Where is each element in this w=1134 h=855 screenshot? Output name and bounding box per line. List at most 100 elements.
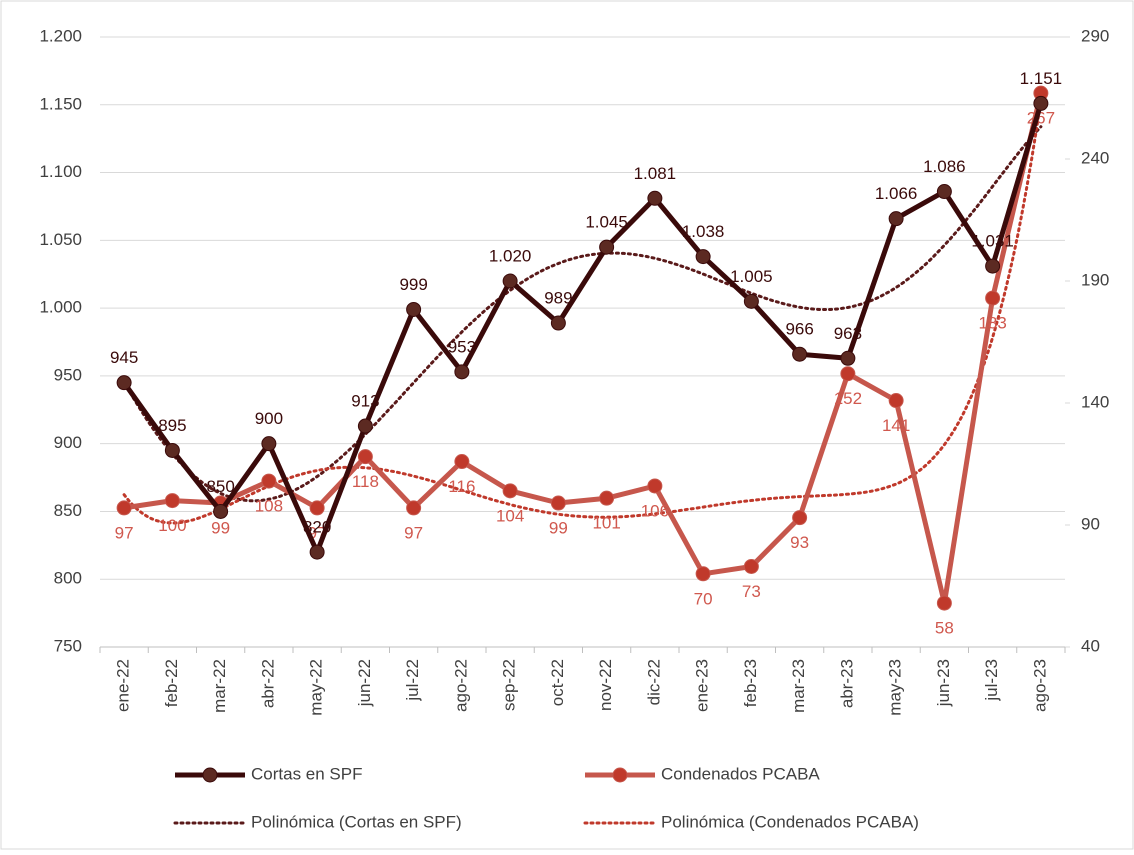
x-tick-label: oct-22 <box>548 659 567 706</box>
data-label: 118 <box>352 472 379 491</box>
data-label: 953 <box>448 337 476 356</box>
data-label: 70 <box>694 589 713 608</box>
data-label: 945 <box>110 348 138 367</box>
y-tick-label: 800 <box>54 569 82 588</box>
x-tick-label: ene-22 <box>114 659 133 712</box>
point <box>550 315 566 331</box>
point <box>743 293 759 309</box>
data-label: 900 <box>255 409 283 428</box>
data-label: 1.020 <box>489 246 532 265</box>
point <box>116 375 132 391</box>
x-tick-label: mar-23 <box>789 659 808 713</box>
data-label: 97 <box>115 523 134 542</box>
x-tick-label: mar-22 <box>210 659 229 713</box>
data-label: 1.151 <box>1020 69 1063 88</box>
data-label: 108 <box>255 497 283 516</box>
trendline <box>122 98 1043 525</box>
data-label: 1.045 <box>585 213 628 232</box>
point <box>647 190 663 206</box>
point <box>261 473 277 489</box>
point <box>309 500 325 516</box>
point <box>599 490 615 506</box>
point <box>454 364 470 380</box>
x-tick-label: ene-23 <box>693 659 712 712</box>
y2-tick-label: 190 <box>1081 270 1109 289</box>
x-tick-label: nov-22 <box>596 659 615 711</box>
point <box>840 366 856 382</box>
data-label: 100 <box>158 516 186 535</box>
point <box>164 442 180 458</box>
point <box>406 301 422 317</box>
y2-tick-label: 90 <box>1081 514 1100 533</box>
y-tick-label: 1.000 <box>39 298 82 317</box>
y2-tick-label: 40 <box>1081 636 1100 655</box>
data-label: 999 <box>399 275 427 294</box>
x-tick-label: jun-23 <box>934 659 953 707</box>
series-line <box>122 102 1044 555</box>
data-label: 850 <box>206 477 234 496</box>
x-tick-label: jun-22 <box>355 659 374 707</box>
point <box>985 258 1001 274</box>
data-label: 913 <box>351 392 379 411</box>
point <box>502 483 518 499</box>
data-label: 101 <box>592 514 620 533</box>
data-label: 93 <box>790 533 809 552</box>
x-tick-label: jul-22 <box>403 659 422 702</box>
legend-label: Polinómica (Condenados PCABA) <box>661 812 919 831</box>
data-label: 104 <box>496 506 524 525</box>
data-label: 141 <box>882 416 910 435</box>
point <box>936 184 952 200</box>
y-tick-label: 1.200 <box>39 26 82 45</box>
legend-marker <box>202 767 218 783</box>
data-label: 1.081 <box>634 164 677 183</box>
data-label: 73 <box>742 582 761 601</box>
y2-tick-label: 290 <box>1081 26 1109 45</box>
point <box>695 566 711 582</box>
x-tick-label: jul-23 <box>982 659 1001 702</box>
point <box>164 493 180 509</box>
point <box>695 249 711 265</box>
point <box>888 211 904 227</box>
point <box>406 500 422 516</box>
data-label: 1.031 <box>971 232 1014 251</box>
data-label: 106 <box>641 501 669 520</box>
x-tick-label: abr-23 <box>837 659 856 708</box>
data-label: 1.038 <box>682 222 725 241</box>
point <box>1033 95 1049 111</box>
x-tick-label: ago-22 <box>451 659 470 712</box>
point <box>743 558 759 574</box>
legend-label: Condenados PCABA <box>661 764 820 783</box>
y-tick-label: 950 <box>54 365 82 384</box>
data-label: 966 <box>785 320 813 339</box>
x-tick-label: abr-22 <box>258 659 277 708</box>
point <box>888 393 904 409</box>
data-label: 963 <box>834 324 862 343</box>
legend-label: Cortas en SPF <box>251 764 363 783</box>
legend-label: Polinómica (Cortas en SPF) <box>251 812 462 831</box>
point <box>116 500 132 516</box>
point <box>792 510 808 526</box>
x-tick-label: dic-22 <box>644 659 663 705</box>
x-tick-label: feb-22 <box>162 659 181 707</box>
data-label: 99 <box>549 519 568 538</box>
data-label: 1.086 <box>923 157 966 176</box>
x-tick-label: may-22 <box>307 659 326 716</box>
y-tick-label: 1.100 <box>39 162 82 181</box>
x-tick-label: may-23 <box>886 659 905 716</box>
y-tick-label: 1.050 <box>39 230 82 249</box>
data-label: 1.005 <box>730 267 773 286</box>
y-tick-label: 750 <box>54 636 82 655</box>
point <box>357 449 373 465</box>
data-label: 895 <box>158 416 186 435</box>
point <box>309 544 325 560</box>
point <box>550 495 566 511</box>
data-label: 820 <box>303 518 331 537</box>
data-label: 1.066 <box>875 184 918 203</box>
data-label: 97 <box>404 523 423 542</box>
series-line <box>123 92 1044 606</box>
point <box>454 454 470 470</box>
data-label: 58 <box>935 619 954 638</box>
data-label: 989 <box>544 289 572 308</box>
y2-tick-label: 240 <box>1081 148 1109 167</box>
